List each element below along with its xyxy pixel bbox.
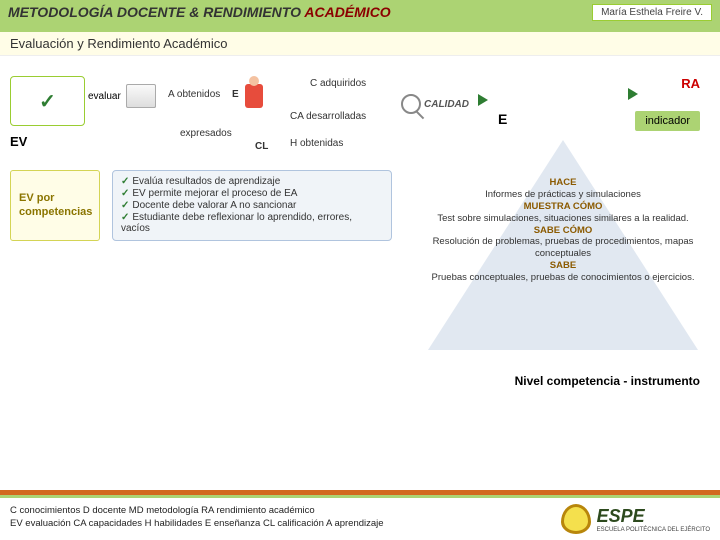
- magnify-icon: [401, 94, 421, 114]
- e-label: E: [232, 89, 239, 100]
- calidad-badge: CALIDAD: [400, 84, 470, 124]
- author-box: María Esthela Freire V.: [592, 4, 712, 21]
- a-obtenidos-label: A obtenidos: [168, 89, 220, 100]
- check-icon: ✓: [121, 188, 129, 199]
- cl-label: CL: [255, 141, 268, 152]
- footer-content: C conocimientos D docente MD metodología…: [0, 498, 720, 540]
- calidad-text: CALIDAD: [424, 99, 469, 110]
- check-box: ✓: [10, 76, 85, 126]
- title-prefix: METODOLOGÍA DOCENTE & RENDIMIENTO: [8, 4, 304, 20]
- shield-icon: [561, 504, 591, 534]
- check-icon: ✓: [39, 89, 56, 114]
- pyramid-text: HACE Informes de prácticas y simulacione…: [428, 155, 698, 284]
- sabe-desc: Pruebas conceptuales, pruebas de conocim…: [428, 272, 698, 284]
- legend-text: C conocimientos D docente MD metodología…: [10, 504, 384, 534]
- pyramid-diagram: HACE Informes de prácticas y simulacione…: [428, 155, 698, 284]
- book-icon: [128, 86, 156, 108]
- h-obtenidas-label: H obtenidas: [290, 138, 343, 149]
- bullet-item: ✓Evalúa resultados de aprendizaje: [121, 176, 383, 187]
- ra-label: RA: [681, 76, 700, 91]
- check-icon: ✓: [121, 176, 129, 187]
- c-adquiridos-label: C adquiridos: [310, 78, 366, 89]
- arrow-icon: [628, 88, 638, 100]
- ev-por-competencias-box: EV por competencias: [10, 170, 100, 241]
- espe-logo: ESPE ESCUELA POLITÉCNICA DEL EJÉRCITO: [561, 504, 710, 534]
- muestra-desc: Test sobre simulaciones, situaciones sim…: [428, 213, 698, 225]
- logo-subtitle: ESCUELA POLITÉCNICA DEL EJÉRCITO: [597, 527, 710, 533]
- level-hace: HACE: [428, 177, 698, 189]
- indicador-box: indicador: [635, 111, 700, 131]
- check-icon: ✓: [121, 212, 129, 223]
- level-sabe: SABE: [428, 260, 698, 272]
- section-header: Evaluación y Rendimiento Académico: [0, 32, 720, 56]
- ev-label: EV: [10, 134, 27, 149]
- student-icon: [245, 84, 263, 108]
- evaluar-label: evaluar: [88, 91, 121, 102]
- bullet-item: ✓Estudiante debe reflexionar lo aprendid…: [121, 212, 383, 234]
- logo-name: ESPE: [597, 506, 710, 527]
- check-icon: ✓: [121, 200, 129, 211]
- bullet-list: ✓Evalúa resultados de aprendizaje ✓EV pe…: [112, 170, 392, 241]
- e-big-label: E: [498, 111, 507, 127]
- expresados-label: expresados: [180, 128, 232, 139]
- level-sabe-como: SABE CÓMO: [428, 225, 698, 237]
- hace-desc: Informes de prácticas y simulaciones: [428, 189, 698, 201]
- footer: C conocimientos D docente MD metodología…: [0, 490, 720, 540]
- instrument-label: Nivel competencia - instrumento: [370, 370, 720, 392]
- legend-line-2: EV evaluación CA capacidades H habilidad…: [10, 517, 384, 530]
- title-emphasis: ACADÉMICO: [304, 4, 390, 20]
- sabe-como-desc: Resolución de problemas, pruebas de proc…: [428, 236, 698, 260]
- bullet-item: ✓Docente debe valorar A no sancionar: [121, 200, 383, 211]
- title-bar: METODOLOGÍA DOCENTE & RENDIMIENTO ACADÉM…: [0, 0, 720, 32]
- legend-line-1: C conocimientos D docente MD metodología…: [10, 504, 384, 517]
- ca-desarrolladas-label: CA desarrolladas: [290, 111, 366, 122]
- bullet-item: ✓EV permite mejorar el proceso de EA: [121, 188, 383, 199]
- level-muestra: MUESTRA CÓMO: [428, 201, 698, 213]
- arrow-icon: [478, 94, 488, 106]
- page-title: METODOLOGÍA DOCENTE & RENDIMIENTO ACADÉM…: [8, 4, 391, 22]
